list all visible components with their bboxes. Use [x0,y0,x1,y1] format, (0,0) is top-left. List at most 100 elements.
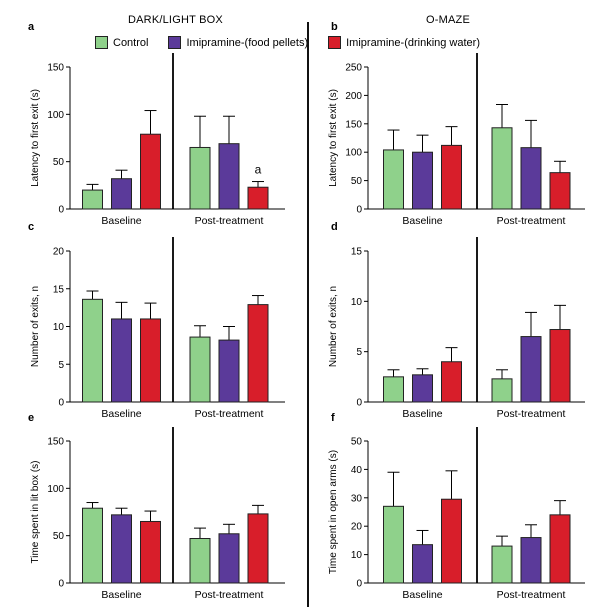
bar-d-0-2 [441,361,462,403]
legend-label-imipramine-water: Imipramine-(drinking water) [346,36,480,49]
y-axis-label-d: Number of exits, n [328,286,339,367]
legend: Control Imipramine-(food pellets) Imipra… [95,36,500,49]
bar-d-1-0 [491,378,513,403]
y-tick-label-e-0: 0 [58,579,64,590]
bar-e-0-0 [82,507,103,584]
bar-a-0-1 [111,178,132,210]
y-tick-label-e-50: 50 [53,531,65,542]
y-tick-label-d-10: 10 [351,297,363,308]
group-label-a-0: Baseline [101,215,141,227]
group-label-d-1: Post-treatment [497,408,566,420]
y-tick-label-d-0: 0 [356,398,362,409]
group-label-c-0: Baseline [101,408,141,420]
bar-e-0-2 [140,520,161,584]
legend-item-control: Control [95,36,148,49]
y-tick-label-f-50: 50 [351,437,363,448]
y-tick-label-d-15: 15 [351,247,363,258]
bar-b-0-2 [441,144,462,210]
bar-c-0-0 [82,298,103,403]
bar-e-1-1 [218,533,240,584]
y-tick-label-a-100: 100 [47,110,64,121]
y-axis-label-b: Latency to first exit (s) [328,89,339,187]
panel-letter-b: b [331,21,338,33]
group-label-e-1: Post-treatment [195,589,264,601]
panel-letter-c: c [28,221,34,233]
bar-c-0-2 [140,318,161,403]
y-tick-label-f-10: 10 [351,550,363,561]
bar-f-1-1 [520,537,542,584]
legend-item-imipramine-water: Imipramine-(drinking water) [328,36,480,49]
group-label-f-1: Post-treatment [497,589,566,601]
y-tick-label-a-50: 50 [53,157,65,168]
bar-a-0-0 [82,189,103,210]
column-title-dark-light-box: DARK/LIGHT BOX [128,14,223,26]
group-label-b-0: Baseline [402,215,442,227]
y-tick-label-d-5: 5 [356,347,362,358]
y-tick-label-c-15: 15 [53,284,65,295]
group-label-a-1: Post-treatment [195,215,264,227]
y-tick-label-b-50: 50 [351,176,363,187]
legend-item-imipramine-food: Imipramine-(food pellets) [168,36,308,49]
y-tick-label-b-0: 0 [356,205,362,216]
bar-f-1-0 [491,545,513,584]
y-tick-label-b-250: 250 [345,63,362,74]
bar-a-1-0 [189,146,211,210]
group-label-b-1: Post-treatment [497,215,566,227]
bar-b-1-0 [491,127,513,210]
bar-b-0-1 [412,151,433,210]
group-label-f-0: Baseline [402,589,442,601]
legend-label-imipramine-food: Imipramine-(food pellets) [186,36,309,49]
group-label-d-0: Baseline [402,408,442,420]
group-label-e-0: Baseline [101,589,141,601]
y-axis-label-f: Time spent in open arms (s) [328,450,339,574]
bar-a-1-2 [247,186,269,210]
panel-letter-f: f [331,412,335,424]
bar-c-1-0 [189,336,211,403]
bar-e-0-1 [111,514,132,584]
bar-d-0-1 [412,374,433,403]
y-tick-label-f-30: 30 [351,493,363,504]
bar-c-1-2 [247,304,269,403]
bar-c-0-1 [111,318,132,403]
group-label-c-1: Post-treatment [195,408,264,420]
bar-f-1-2 [549,514,571,584]
y-tick-label-b-200: 200 [345,91,362,102]
y-tick-label-c-20: 20 [53,247,65,258]
y-tick-label-e-150: 150 [47,437,64,448]
column-title-o-maze: O-MAZE [426,14,470,26]
annotation-a-0: a [255,163,262,177]
panel-letter-d: d [331,221,338,233]
bar-b-1-1 [520,147,542,210]
y-tick-label-b-100: 100 [345,148,362,159]
y-tick-label-f-40: 40 [351,465,363,476]
bar-f-0-0 [383,505,404,584]
legend-swatch-imipramine-water [328,36,342,49]
legend-swatch-control [95,36,108,49]
y-axis-label-e: Time spent in lit box (s) [30,461,41,564]
bar-e-1-2 [247,513,269,584]
y-tick-label-b-150: 150 [345,119,362,130]
panel-letter-a: a [28,21,35,33]
y-axis-label-c: Number of exits, n [30,286,41,367]
bar-a-1-1 [218,143,240,210]
y-tick-label-e-100: 100 [47,484,64,495]
bar-d-1-1 [520,336,542,403]
bar-b-0-0 [383,149,404,210]
panel-letter-e: e [28,412,34,424]
column-divider [307,22,309,607]
y-tick-label-c-5: 5 [58,360,64,371]
bar-d-0-0 [383,376,404,403]
y-tick-label-f-20: 20 [351,522,363,533]
bar-e-1-0 [189,538,211,584]
bar-a-0-2 [140,133,161,210]
y-tick-label-c-10: 10 [53,322,65,333]
bar-f-0-1 [412,544,433,584]
bar-b-1-2 [549,172,571,210]
y-axis-label-a: Latency to first exit (s) [30,89,41,187]
y-tick-label-c-0: 0 [58,398,64,409]
y-tick-label-f-0: 0 [356,579,362,590]
y-tick-label-a-0: 0 [58,205,64,216]
bar-f-0-2 [441,498,462,584]
